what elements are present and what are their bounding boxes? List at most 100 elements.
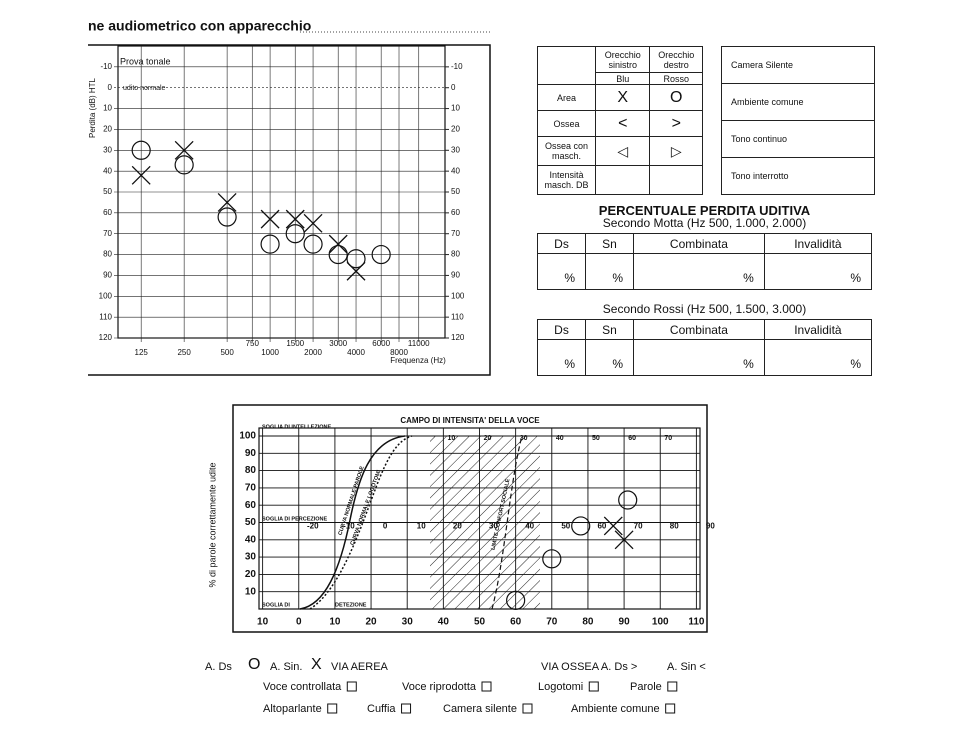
x-tick-label: 100 bbox=[652, 617, 669, 628]
legend-text: Ambiente comune bbox=[571, 703, 660, 715]
right-ear-mark bbox=[571, 516, 591, 536]
x-tick-label: 6000 bbox=[372, 339, 390, 348]
unit: % bbox=[633, 253, 765, 290]
x-tick-label: 8000 bbox=[390, 348, 408, 357]
curve-words bbox=[299, 435, 406, 610]
top-tick-label: 60 bbox=[628, 435, 636, 442]
right-ear-mark bbox=[346, 249, 366, 269]
top-tick-label: 20 bbox=[484, 435, 492, 442]
y-tick-label: 10 bbox=[103, 104, 112, 113]
row-label: Intensità masch. DB bbox=[537, 165, 596, 195]
symbol: ▷ bbox=[649, 136, 703, 167]
y-tick-label: 100 bbox=[239, 431, 256, 442]
y2-tick-label: 30 bbox=[451, 145, 460, 154]
percent-table: Ds Sn Combinata Invalidità%%%% bbox=[536, 319, 873, 376]
y-tick-label: 0 bbox=[108, 83, 113, 92]
x-label: Frequenza (Hz) bbox=[390, 356, 446, 365]
col-color: Rosso bbox=[649, 72, 703, 85]
symbol: < bbox=[594, 110, 651, 138]
col-header: Sn bbox=[585, 233, 635, 254]
col-header: Ds bbox=[536, 233, 587, 254]
symbol: > bbox=[649, 110, 703, 138]
cell bbox=[594, 165, 651, 195]
inner-tick-label: -20 bbox=[307, 522, 319, 531]
percent-table: Ds Sn Combinata Invalidità%%%% bbox=[536, 233, 873, 290]
checkbox bbox=[522, 703, 533, 714]
left-ear-mark bbox=[285, 209, 305, 229]
checkbox bbox=[588, 681, 599, 692]
symbol: X bbox=[594, 83, 651, 112]
y-tick-label: 70 bbox=[245, 483, 257, 494]
right-ear-mark bbox=[260, 234, 280, 254]
y-tick-label: 120 bbox=[99, 333, 113, 342]
checkbox bbox=[481, 681, 492, 692]
x-tick-label: 750 bbox=[246, 339, 260, 348]
y-tick-label: 10 bbox=[245, 586, 257, 597]
x-tick-label: 0 bbox=[296, 617, 302, 628]
y-tick-label: 50 bbox=[245, 517, 257, 528]
right-ear-mark bbox=[131, 140, 151, 160]
top-tick-label: 30 bbox=[520, 435, 528, 442]
y-tick-label: 60 bbox=[245, 500, 257, 511]
x-tick-label: 30 bbox=[402, 617, 414, 628]
y2-tick-label: 100 bbox=[451, 291, 465, 300]
conditions-table: Camera Silente Ambiente comune Tono cont… bbox=[721, 46, 875, 195]
y-tick-label: 90 bbox=[103, 271, 112, 280]
x-tick-label: 50 bbox=[474, 617, 486, 628]
threshold-label: SOGLIA DI PERCEZIONE bbox=[262, 516, 328, 522]
cell bbox=[537, 46, 596, 85]
left-ear-mark bbox=[174, 140, 194, 160]
unit: % bbox=[585, 339, 635, 376]
col-header: Invalidità bbox=[763, 233, 873, 254]
checkbox bbox=[327, 703, 338, 714]
inner-tick-label: 90 bbox=[706, 522, 715, 531]
condition: Tono continuo bbox=[721, 120, 875, 158]
left-ear-mark bbox=[303, 213, 323, 233]
inner-tick-label: 30 bbox=[489, 522, 498, 531]
y-tick-label: -10 bbox=[100, 62, 112, 71]
y2-tick-label: 110 bbox=[451, 312, 464, 321]
legend-text: Logotomi bbox=[538, 681, 583, 693]
y2-tick-label: 90 bbox=[451, 271, 460, 280]
y-tick-label: 100 bbox=[99, 291, 113, 300]
right-ear-mark bbox=[285, 224, 305, 244]
inner-tick-label: 20 bbox=[453, 522, 462, 531]
right-ear-mark bbox=[371, 244, 391, 265]
x-tick-label: 11000 bbox=[408, 339, 430, 348]
inner-tick-label: 50 bbox=[561, 522, 570, 531]
checkbox bbox=[346, 681, 357, 692]
symbol-table: Orecchio sinistro Orecchio destro Blu Ro… bbox=[537, 46, 703, 195]
x-tick-label: 500 bbox=[220, 348, 234, 357]
right-ear-mark bbox=[618, 490, 638, 510]
legend-text: Camera silente bbox=[443, 703, 517, 715]
x-tick-label: 10 bbox=[257, 617, 269, 628]
legend-symbol: O bbox=[248, 656, 260, 673]
row-label: Area bbox=[537, 83, 596, 112]
curve-comfort bbox=[491, 435, 523, 610]
x-tick-label: 40 bbox=[438, 617, 450, 628]
percent-subtitle: Secondo Motta (Hz 500, 1.000, 2.000) bbox=[602, 216, 807, 230]
top-tick-label: 50 bbox=[592, 435, 600, 442]
x-tick-label: 3000 bbox=[329, 339, 347, 348]
y-tick-label: 80 bbox=[245, 465, 257, 476]
condition: Ambiente comune bbox=[721, 83, 875, 121]
col-header: Orecchio sinistro bbox=[594, 46, 651, 73]
unit: % bbox=[763, 339, 873, 376]
y2-tick-label: 120 bbox=[451, 333, 465, 342]
unit: % bbox=[633, 339, 765, 376]
condition: Tono interrotto bbox=[721, 157, 875, 195]
legend-text: Altoparlante bbox=[263, 703, 322, 715]
right-ear-mark bbox=[303, 234, 323, 254]
unit: % bbox=[763, 253, 873, 290]
y2-tick-label: 50 bbox=[451, 187, 460, 196]
top-tick-label: 70 bbox=[664, 435, 672, 442]
y-label: Perdita (dB) HTL bbox=[88, 77, 97, 138]
x-tick-label: 60 bbox=[510, 617, 522, 628]
legend-text: A. Ds bbox=[205, 661, 232, 673]
unit: % bbox=[536, 253, 587, 290]
legend-text: VIA OSSEA A. Ds > bbox=[541, 661, 637, 673]
top-tick-label: 40 bbox=[556, 435, 564, 442]
y-tick-label: 30 bbox=[103, 145, 112, 154]
top-tick-label: 10 bbox=[447, 435, 455, 442]
